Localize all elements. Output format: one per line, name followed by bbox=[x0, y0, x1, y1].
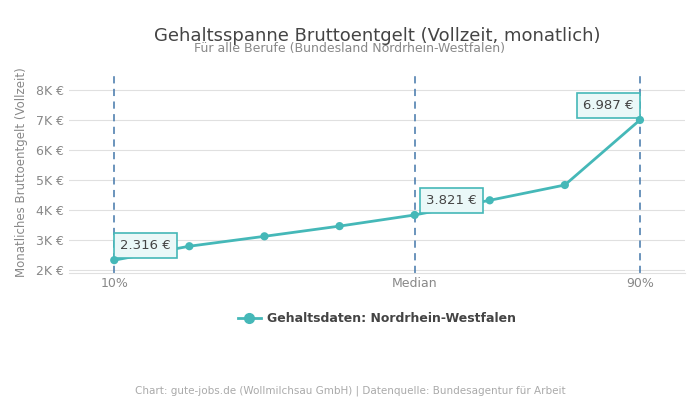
Point bbox=[334, 223, 345, 229]
Point bbox=[559, 182, 570, 188]
Point bbox=[259, 233, 270, 240]
Point bbox=[484, 197, 496, 204]
Point bbox=[409, 212, 420, 218]
Text: 3.821 €: 3.821 € bbox=[426, 194, 477, 206]
Point bbox=[184, 243, 195, 250]
Text: Für alle Berufe (Bundesland Nordrhein-Westfalen): Für alle Berufe (Bundesland Nordrhein-We… bbox=[195, 42, 505, 55]
Text: Chart: gute-jobs.de (Wollmilchsau GmbH) | Datenquelle: Bundesagentur für Arbeit: Chart: gute-jobs.de (Wollmilchsau GmbH) … bbox=[134, 386, 566, 396]
Point bbox=[634, 117, 645, 123]
Text: 6.987 €: 6.987 € bbox=[583, 99, 634, 112]
Point bbox=[108, 257, 120, 263]
Y-axis label: Monatliches Bruttoentgelt (Vollzeit): Monatliches Bruttoentgelt (Vollzeit) bbox=[15, 67, 28, 277]
Title: Gehaltsspanne Bruttoentgelt (Vollzeit, monatlich): Gehaltsspanne Bruttoentgelt (Vollzeit, m… bbox=[154, 27, 601, 45]
Text: 2.316 €: 2.316 € bbox=[120, 239, 171, 252]
Legend: Gehaltsdaten: Nordrhein-Westfalen: Gehaltsdaten: Nordrhein-Westfalen bbox=[233, 307, 521, 330]
